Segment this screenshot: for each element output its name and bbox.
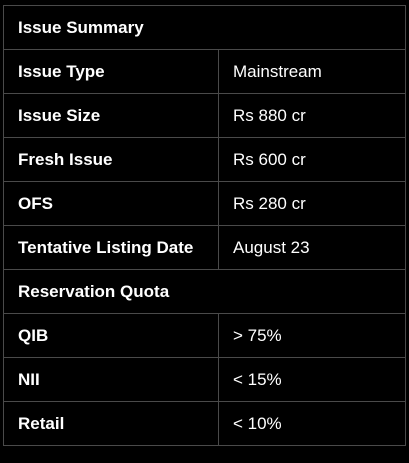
retail-label: Retail [3, 401, 219, 446]
qib-value: > 75% [218, 313, 406, 358]
table-row: Issue Size Rs 880 cr [3, 93, 406, 138]
issue-summary-table: Issue Summary Issue Type Mainstream Issu… [3, 5, 406, 446]
issue-size-label: Issue Size [3, 93, 219, 138]
ofs-value: Rs 280 cr [218, 181, 406, 226]
issue-type-value: Mainstream [218, 49, 406, 94]
listing-date-label: Tentative Listing Date [3, 225, 219, 270]
issue-type-label: Issue Type [3, 49, 219, 94]
qib-label: QIB [3, 313, 219, 358]
table-row: Retail < 10% [3, 401, 406, 446]
table-row: Issue Type Mainstream [3, 49, 406, 94]
table-header-row: Issue Summary [3, 5, 406, 50]
fresh-issue-value: Rs 600 cr [218, 137, 406, 182]
ofs-label: OFS [3, 181, 219, 226]
fresh-issue-label: Fresh Issue [3, 137, 219, 182]
nii-label: NII [3, 357, 219, 402]
reservation-quota-heading: Reservation Quota [3, 269, 406, 314]
table-row: Fresh Issue Rs 600 cr [3, 137, 406, 182]
table-row: Tentative Listing Date August 23 [3, 225, 406, 270]
retail-value: < 10% [218, 401, 406, 446]
reservation-header-row: Reservation Quota [3, 269, 406, 314]
table-row: QIB > 75% [3, 313, 406, 358]
issue-summary-heading: Issue Summary [3, 5, 406, 50]
nii-value: < 15% [218, 357, 406, 402]
table-row: OFS Rs 280 cr [3, 181, 406, 226]
table-row: NII < 15% [3, 357, 406, 402]
listing-date-value: August 23 [218, 225, 406, 270]
issue-size-value: Rs 880 cr [218, 93, 406, 138]
